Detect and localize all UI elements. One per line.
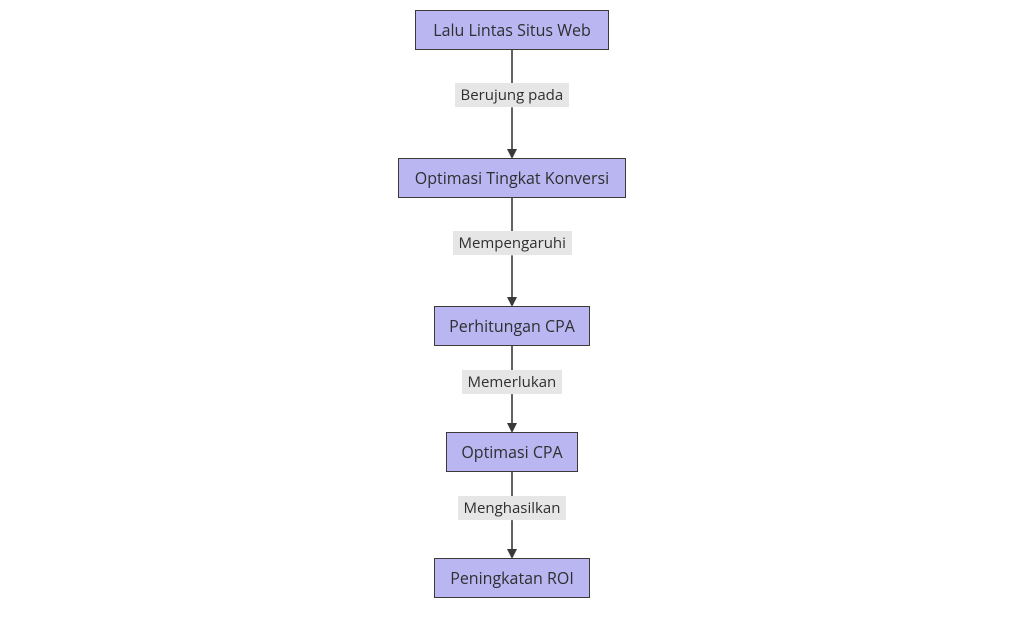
flow-node-label: Perhitungan CPA — [449, 315, 575, 337]
flow-node-n1: Lalu Lintas Situs Web — [415, 10, 609, 50]
flow-node-label: Peningkatan ROI — [450, 567, 574, 589]
flow-node-n4: Optimasi CPA — [446, 432, 578, 472]
edge-label-text: Menghasilkan — [464, 498, 561, 518]
edge-label-text: Memerlukan — [468, 372, 557, 392]
edge-label-n4-n5: Menghasilkan — [458, 496, 567, 520]
flow-node-label: Optimasi Tingkat Konversi — [415, 167, 609, 189]
flowchart-canvas: Lalu Lintas Situs Web Optimasi Tingkat Ko… — [0, 0, 1024, 626]
edge-label-text: Mempengaruhi — [459, 233, 566, 253]
flow-node-label: Optimasi CPA — [461, 441, 562, 463]
edge-label-n1-n2: Berujung pada — [455, 83, 570, 107]
edge-label-n3-n4: Memerlukan — [462, 370, 563, 394]
flow-node-n2: Optimasi Tingkat Konversi — [398, 158, 626, 198]
flow-node-n5: Peningkatan ROI — [434, 558, 590, 598]
flow-node-n3: Perhitungan CPA — [434, 306, 590, 346]
edge-label-text: Berujung pada — [461, 85, 564, 105]
edge-label-n2-n3: Mempengaruhi — [453, 231, 572, 255]
flow-node-label: Lalu Lintas Situs Web — [433, 19, 590, 41]
